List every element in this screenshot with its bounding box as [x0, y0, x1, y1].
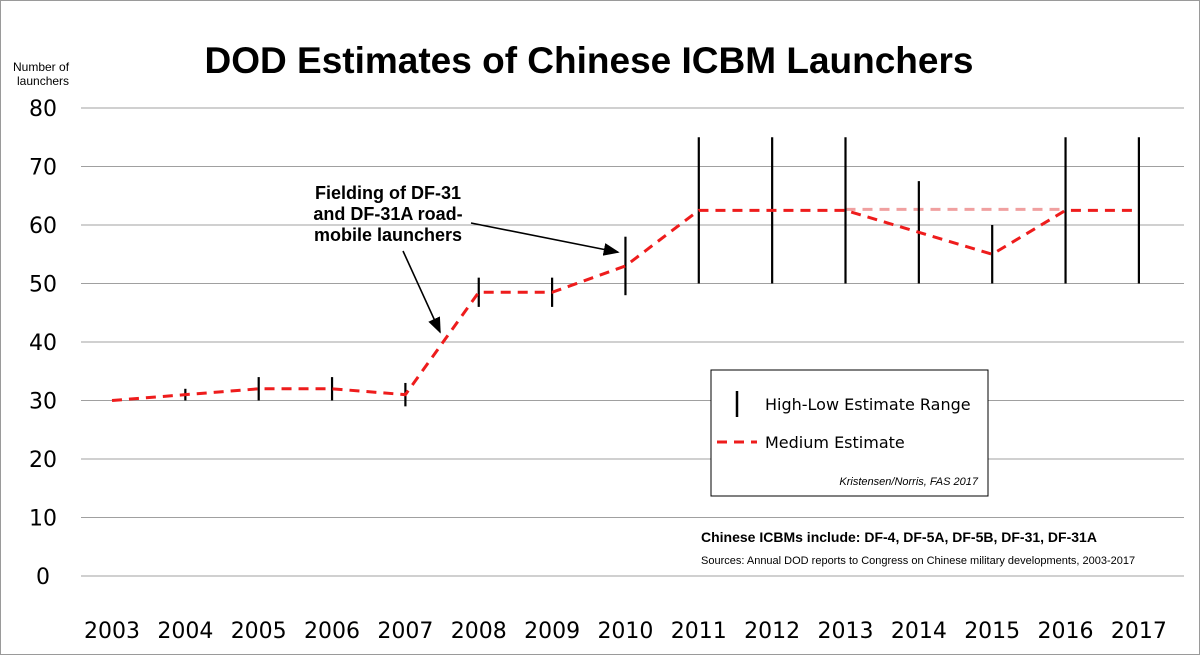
legend-label-medium: Medium Estimate	[765, 433, 905, 452]
x-tick-2010: 2010	[597, 619, 653, 644]
y-tick-10: 10	[29, 507, 57, 532]
chart-title: DOD Estimates of Chinese ICBM Launchers	[205, 40, 974, 81]
legend-credit: Kristensen/Norris, FAS 2017	[839, 476, 978, 488]
x-tick-2012: 2012	[744, 619, 800, 644]
annotation-line-2: and DF-31A road-	[313, 204, 462, 224]
x-tick-2003: 2003	[84, 619, 140, 644]
x-tick-2005: 2005	[231, 619, 287, 644]
y-tick-80: 80	[29, 97, 57, 122]
legend-label-range: High-Low Estimate Range	[765, 395, 971, 414]
annotation-line-1: Fielding of DF-31	[315, 183, 461, 203]
legend: High-Low Estimate Range Medium Estimate …	[710, 369, 989, 497]
legend-box	[710, 369, 989, 497]
annotation-line-3: mobile launchers	[314, 225, 462, 245]
y-tick-40: 40	[29, 331, 57, 356]
y-axis-label-line2: launchers	[17, 74, 69, 88]
x-tick-2004: 2004	[157, 619, 213, 644]
annotation-arrow-2010	[470, 222, 620, 256]
note-icbm-types: Chinese ICBMs include: DF-4, DF-5A, DF-5…	[701, 529, 1097, 545]
grid-layer	[81, 107, 1184, 577]
x-tick-2013: 2013	[818, 619, 874, 644]
y-tick-0: 0	[36, 565, 50, 590]
medium-line-layer	[111, 208, 1139, 402]
y-tick-50: 50	[29, 273, 57, 298]
annotation-arrow-2007	[402, 250, 441, 334]
x-tick-2017: 2017	[1111, 619, 1167, 644]
medium-estimate-line	[111, 208, 1139, 402]
x-tick-2016: 2016	[1038, 619, 1094, 644]
x-tick-labels: 2003 2004 2005 2006 2007 2008 2009 2010 2011 2012…	[84, 619, 1167, 644]
x-tick-2009: 2009	[524, 619, 580, 644]
x-tick-2014: 2014	[891, 619, 947, 644]
range-bars-layer	[184, 137, 1141, 407]
y-tick-30: 30	[29, 390, 57, 415]
y-axis-label-line1: Number of	[13, 60, 70, 74]
x-tick-2007: 2007	[377, 619, 433, 644]
y-tick-70: 70	[29, 156, 57, 181]
x-tick-2015: 2015	[964, 619, 1020, 644]
y-tick-labels: 0 10 20 30 40 50 60 70 80	[29, 97, 57, 590]
x-tick-2006: 2006	[304, 619, 360, 644]
x-tick-2011: 2011	[671, 619, 727, 644]
y-tick-60: 60	[29, 214, 57, 239]
x-tick-2008: 2008	[451, 619, 507, 644]
note-sources: Sources: Annual DOD reports to Congress …	[701, 555, 1135, 567]
y-tick-20: 20	[29, 448, 57, 473]
